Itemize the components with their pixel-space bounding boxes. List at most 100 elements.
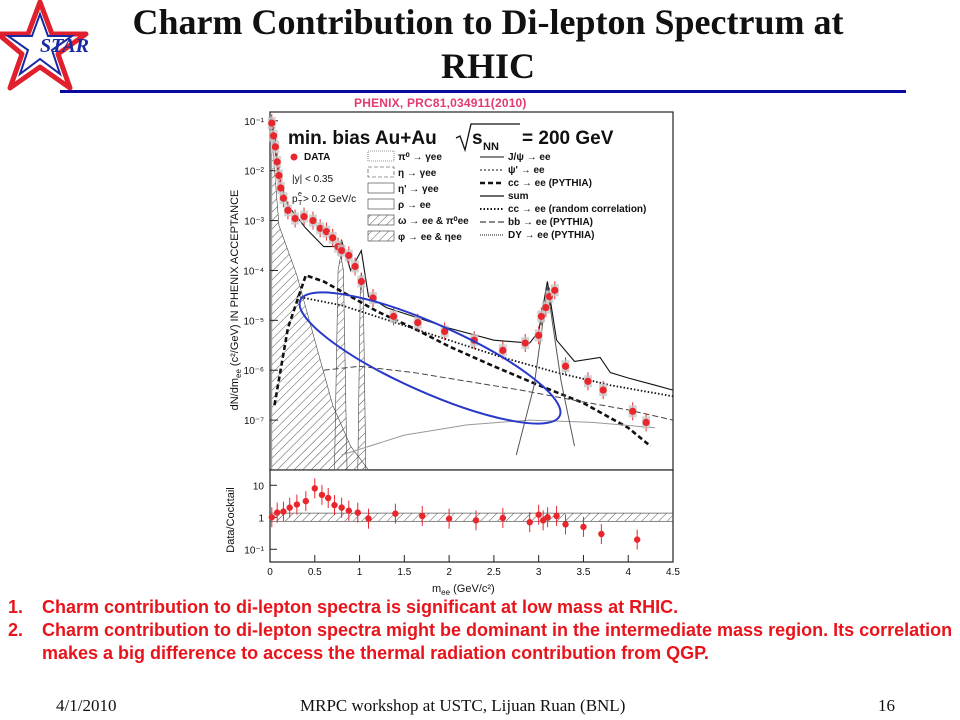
ratio-point	[318, 491, 326, 499]
data-point	[273, 158, 281, 166]
page-title-line2: RHIC	[440, 46, 535, 86]
legend-cut-pt-suffix: > 0.2 GeV/c	[303, 194, 356, 205]
legend-mid-label: π⁰ → γee	[398, 152, 442, 163]
legend-mid-swatch	[367, 198, 395, 210]
legend-mid-swatch	[367, 150, 395, 162]
star-logo: STAR	[0, 0, 89, 91]
data-point	[277, 184, 285, 192]
data-point	[275, 171, 283, 180]
data-point	[345, 251, 353, 260]
page-title: Charm Contribution to Di-lepton Spectrum…	[108, 0, 868, 88]
ratio-point	[598, 530, 605, 538]
x-tick-label: 1.5	[397, 567, 411, 578]
legend-right-label: bb → ee (PYTHIA)	[508, 217, 593, 228]
upper-y-tick-label: 10⁻⁴	[243, 266, 264, 277]
legend-right-label: cc → ee (PYTHIA)	[508, 178, 592, 189]
ratio-point	[325, 494, 332, 502]
legend-mid-label: φ → ee & ηee	[398, 232, 462, 243]
ratio-point	[286, 504, 293, 511]
data-point	[584, 377, 592, 385]
x-tick-label: 0.5	[308, 567, 322, 578]
legend-mid-label: ρ → ee	[398, 200, 431, 211]
data-point	[551, 286, 559, 294]
intermediate-mass-ellipse	[298, 291, 562, 425]
data-point	[309, 216, 317, 225]
ratio-point	[293, 501, 301, 508]
upper-y-tick-label: 10⁻⁶	[243, 366, 264, 377]
legend-mid-swatch	[367, 166, 395, 178]
plot-title-energy-sub: NN	[483, 141, 499, 153]
plot-title-energy-value: = 200 GeV	[522, 128, 614, 149]
conclusion-item-2: 2. Charm contribution to di-lepton spectr…	[8, 619, 953, 665]
plot-title-energy-s: s	[472, 128, 483, 149]
data-point	[414, 319, 422, 327]
legend-right-column: J/ψ → ee ψ' → ee cc → ee (PYTHIA) sum cc → e…	[480, 152, 646, 241]
charm-random-curve	[296, 295, 674, 398]
ratio-point	[345, 507, 353, 514]
data-point	[284, 206, 292, 214]
x-axis-title-main: m	[432, 583, 441, 595]
lower-y-tick-label: 1	[258, 513, 264, 524]
data-point	[357, 277, 365, 286]
upper-y-axis-title-rest: (c²/GeV) IN PHENIX ACCEPTANCE	[229, 190, 241, 366]
legend-middle-column: π⁰ → γee η → γee η' → γee ρ → ee ω → ee & π⁰…	[367, 150, 469, 243]
x-tick-label: 2	[446, 567, 452, 578]
legend-mid-swatch	[367, 230, 395, 242]
data-point	[499, 346, 507, 354]
ratio-point	[535, 511, 542, 518]
legend-mid-swatch	[367, 214, 395, 226]
ratio-point	[472, 517, 480, 524]
data-point	[389, 312, 398, 320]
lower-y-tick-label: 10⁻¹	[244, 545, 264, 556]
upper-y-tick-label: 10⁻⁷	[244, 416, 264, 427]
x-tick-label: 3	[536, 567, 542, 578]
legend-cut-pt-prefix: p	[292, 194, 298, 205]
lower-axes: 0 0.5 1 1.5 2 2.5 3 3.5 4 4.5 10 1 10⁻¹	[244, 481, 680, 578]
data-point	[521, 339, 529, 347]
ratio-point	[419, 512, 426, 520]
data-point	[268, 119, 276, 127]
ratio-points	[268, 478, 641, 550]
legend-data-marker	[290, 153, 298, 161]
ratio-point	[338, 504, 345, 511]
data-point	[599, 386, 607, 394]
legend-cut-rapidity: |y| < 0.35	[292, 174, 333, 185]
sqrt-sign-icon	[455, 123, 520, 153]
legend-mid-label: η' → γee	[398, 184, 439, 195]
ratio-systematic-band	[269, 512, 674, 522]
ratio-point	[311, 485, 318, 492]
x-tick-label: 4	[625, 567, 631, 578]
cocktail-hatched-regions	[269, 135, 674, 522]
data-point	[279, 194, 288, 202]
lower-y-tick-label: 10	[253, 481, 265, 492]
conclusion-item-text: Charm contribution to di-lepton spectra …	[42, 597, 679, 617]
ratio-point	[280, 508, 287, 515]
legend-mid-label: ω → ee & π⁰ee	[398, 216, 469, 227]
ratio-point	[539, 517, 547, 524]
ratio-point	[526, 519, 533, 526]
data-point	[542, 304, 550, 312]
conclusion-item-number: 1.	[8, 597, 24, 617]
data-points	[267, 114, 651, 432]
data-point	[537, 312, 545, 320]
legend-right-label: ψ' → ee	[508, 165, 545, 176]
x-tick-label: 2.5	[487, 567, 501, 578]
logo-text: STAR	[40, 35, 89, 57]
drell-yan-curve	[341, 419, 656, 456]
ratio-point	[499, 514, 507, 522]
bottom-pythia-curve	[323, 365, 674, 421]
data-point	[351, 262, 359, 271]
ratio-point	[544, 514, 551, 521]
data-point	[291, 214, 299, 223]
conclusion-list: 1. Charm contribution to di-lepton spectr…	[8, 596, 953, 665]
data-point	[316, 224, 324, 232]
ratio-point	[633, 536, 641, 543]
upper-y-tick-label: 10⁻¹	[244, 117, 264, 128]
ratio-point	[268, 514, 275, 521]
data-point	[269, 132, 278, 140]
footer-page-number: 16	[878, 696, 895, 715]
x-tick-label: 1	[357, 567, 363, 578]
ratio-point	[392, 510, 399, 517]
page-title-line1: Charm Contribution to Di-lepton Spectrum…	[132, 2, 844, 42]
